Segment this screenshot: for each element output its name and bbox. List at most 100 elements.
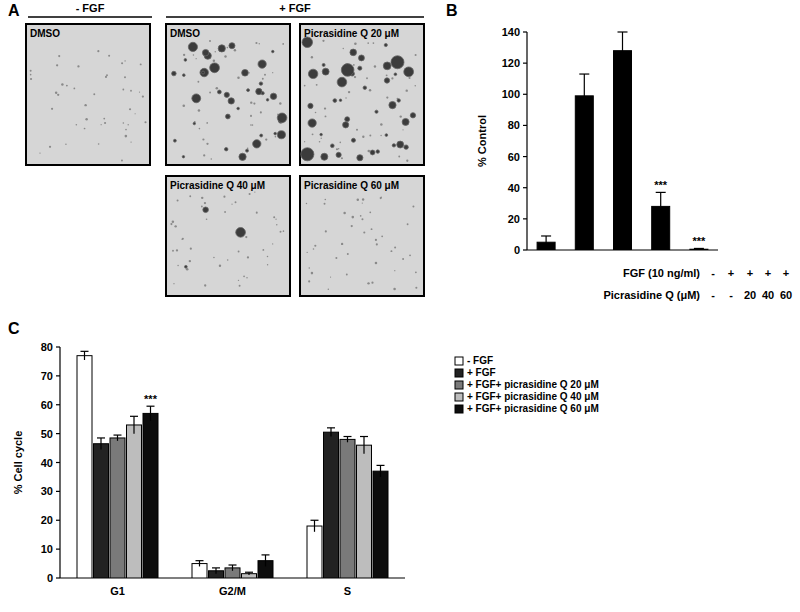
colony — [202, 71, 205, 74]
bar — [324, 432, 339, 578]
speck — [84, 128, 86, 130]
speck — [254, 191, 255, 192]
legend-label: + FGF+ picrasidine Q 40 μM — [467, 391, 599, 402]
bar — [307, 526, 322, 578]
legend-label: + FGF — [467, 367, 496, 378]
speck — [203, 154, 205, 156]
y-tick — [56, 520, 60, 521]
speck — [375, 262, 378, 265]
table-cell: - — [729, 289, 733, 301]
significance: *** — [144, 393, 158, 405]
colony — [256, 88, 262, 94]
speck — [273, 216, 275, 218]
speck — [325, 115, 327, 117]
colony — [394, 73, 397, 76]
speck — [409, 77, 411, 79]
speck — [340, 142, 342, 144]
colony — [410, 113, 415, 118]
colony — [351, 138, 355, 142]
speck — [182, 238, 184, 240]
speck — [97, 50, 99, 52]
error-stem — [314, 520, 315, 532]
speck — [393, 288, 396, 291]
speck — [224, 55, 226, 57]
speck — [227, 259, 229, 261]
speck — [373, 42, 375, 44]
speck — [380, 135, 381, 136]
y-tick-label: 60 — [508, 151, 520, 163]
colony — [320, 133, 322, 135]
y-tick — [56, 346, 60, 347]
y-tick — [523, 125, 527, 126]
speck — [314, 245, 316, 247]
speck — [415, 271, 417, 273]
colony — [384, 78, 389, 83]
colony — [242, 69, 249, 76]
speck — [322, 40, 324, 42]
speck — [30, 78, 32, 80]
speck — [272, 243, 273, 244]
colony — [357, 155, 363, 161]
speck — [125, 129, 127, 131]
colony — [301, 148, 314, 161]
table-cell: 60 — [780, 289, 792, 301]
speck — [341, 243, 343, 245]
y-tick — [523, 94, 527, 95]
speck — [386, 96, 388, 98]
y-axis-label: % Control — [476, 115, 488, 167]
speck — [386, 74, 388, 76]
colony — [308, 69, 317, 78]
colony — [272, 50, 274, 52]
bar — [575, 96, 593, 250]
colony — [322, 63, 325, 66]
bar — [77, 356, 92, 578]
speck — [343, 48, 344, 49]
colony — [183, 74, 186, 77]
x-tick-label: G1 — [110, 585, 125, 597]
table-cell: - — [711, 267, 715, 279]
error-stem — [133, 416, 134, 433]
speck — [106, 74, 108, 76]
colony — [397, 141, 404, 148]
error-cap — [130, 416, 138, 417]
colony — [260, 134, 263, 137]
speck — [216, 87, 219, 90]
speck — [369, 89, 371, 91]
colony — [384, 43, 387, 46]
speck — [260, 111, 262, 113]
speck — [324, 107, 326, 109]
error-stem — [117, 435, 118, 441]
error-bar — [97, 438, 105, 450]
image-label: Picrasidine Q 40 μM — [170, 180, 265, 191]
speck — [247, 256, 249, 258]
error-stem — [584, 74, 585, 118]
colony — [337, 77, 347, 87]
colony — [322, 68, 329, 75]
legend-label: - FGF — [467, 355, 493, 366]
error-stem — [232, 565, 233, 571]
group-label: + FGF — [279, 2, 311, 14]
error-cap — [377, 465, 385, 466]
speck — [348, 91, 350, 93]
micrograph — [166, 24, 290, 165]
colony — [173, 139, 176, 142]
colony — [247, 89, 250, 92]
error-bar — [377, 465, 385, 477]
speck — [66, 85, 68, 87]
speck — [341, 157, 343, 159]
speck — [380, 197, 381, 198]
speck — [406, 89, 408, 91]
colony — [210, 63, 220, 73]
colony — [345, 117, 350, 122]
colony — [200, 68, 208, 76]
speck — [130, 90, 132, 92]
speck — [76, 124, 78, 126]
speck — [264, 74, 266, 76]
speck — [304, 85, 306, 87]
y-tick — [523, 63, 527, 64]
bar — [143, 413, 158, 578]
speck — [402, 129, 403, 130]
speck — [190, 248, 192, 250]
colony — [376, 150, 379, 153]
speck — [259, 43, 260, 44]
